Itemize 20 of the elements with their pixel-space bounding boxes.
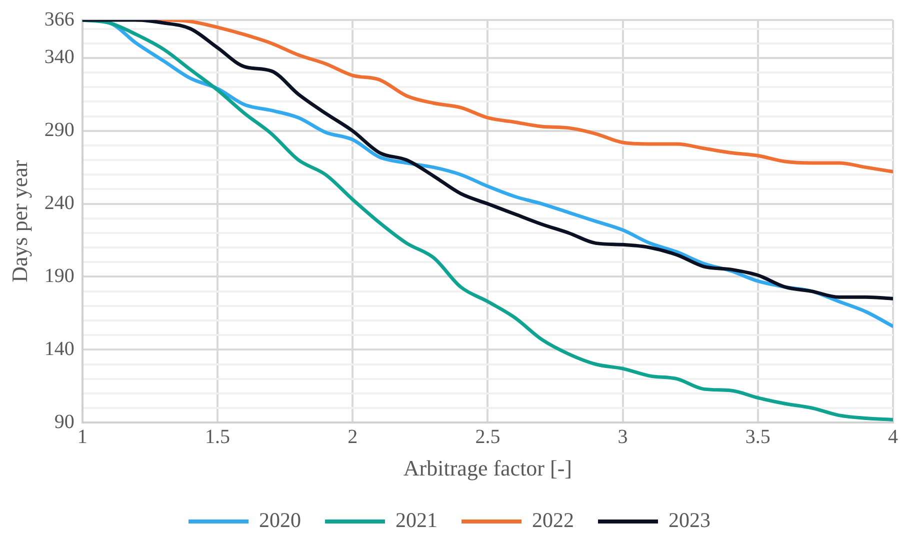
legend-label: 2021 [396,508,438,532]
x-tick-label: 2.5 [475,426,500,448]
legend-label: 2023 [668,508,710,532]
x-tick-label: 3 [618,426,628,448]
y-tick-label: 340 [44,46,74,68]
x-tick-label: 4 [888,426,898,448]
legend-label: 2022 [532,508,574,532]
y-tick-label: 140 [44,338,74,360]
x-tick-label: 3.5 [745,426,770,448]
x-tick-label: 2 [348,426,358,448]
y-axis-title: Days per year [6,160,32,282]
y-tick-label: 190 [44,264,74,287]
y-tick-label: 290 [44,119,74,142]
y-tick-label: 240 [44,192,74,214]
x-tick-label: 1.5 [205,426,230,448]
legend-label: 2020 [259,508,301,532]
y-tick-label: 366 [44,8,74,30]
x-tick-label: 1 [77,426,88,448]
y-tick-label: 90 [54,410,74,433]
x-axis-title: Arbitrage factor [-] [403,456,572,481]
